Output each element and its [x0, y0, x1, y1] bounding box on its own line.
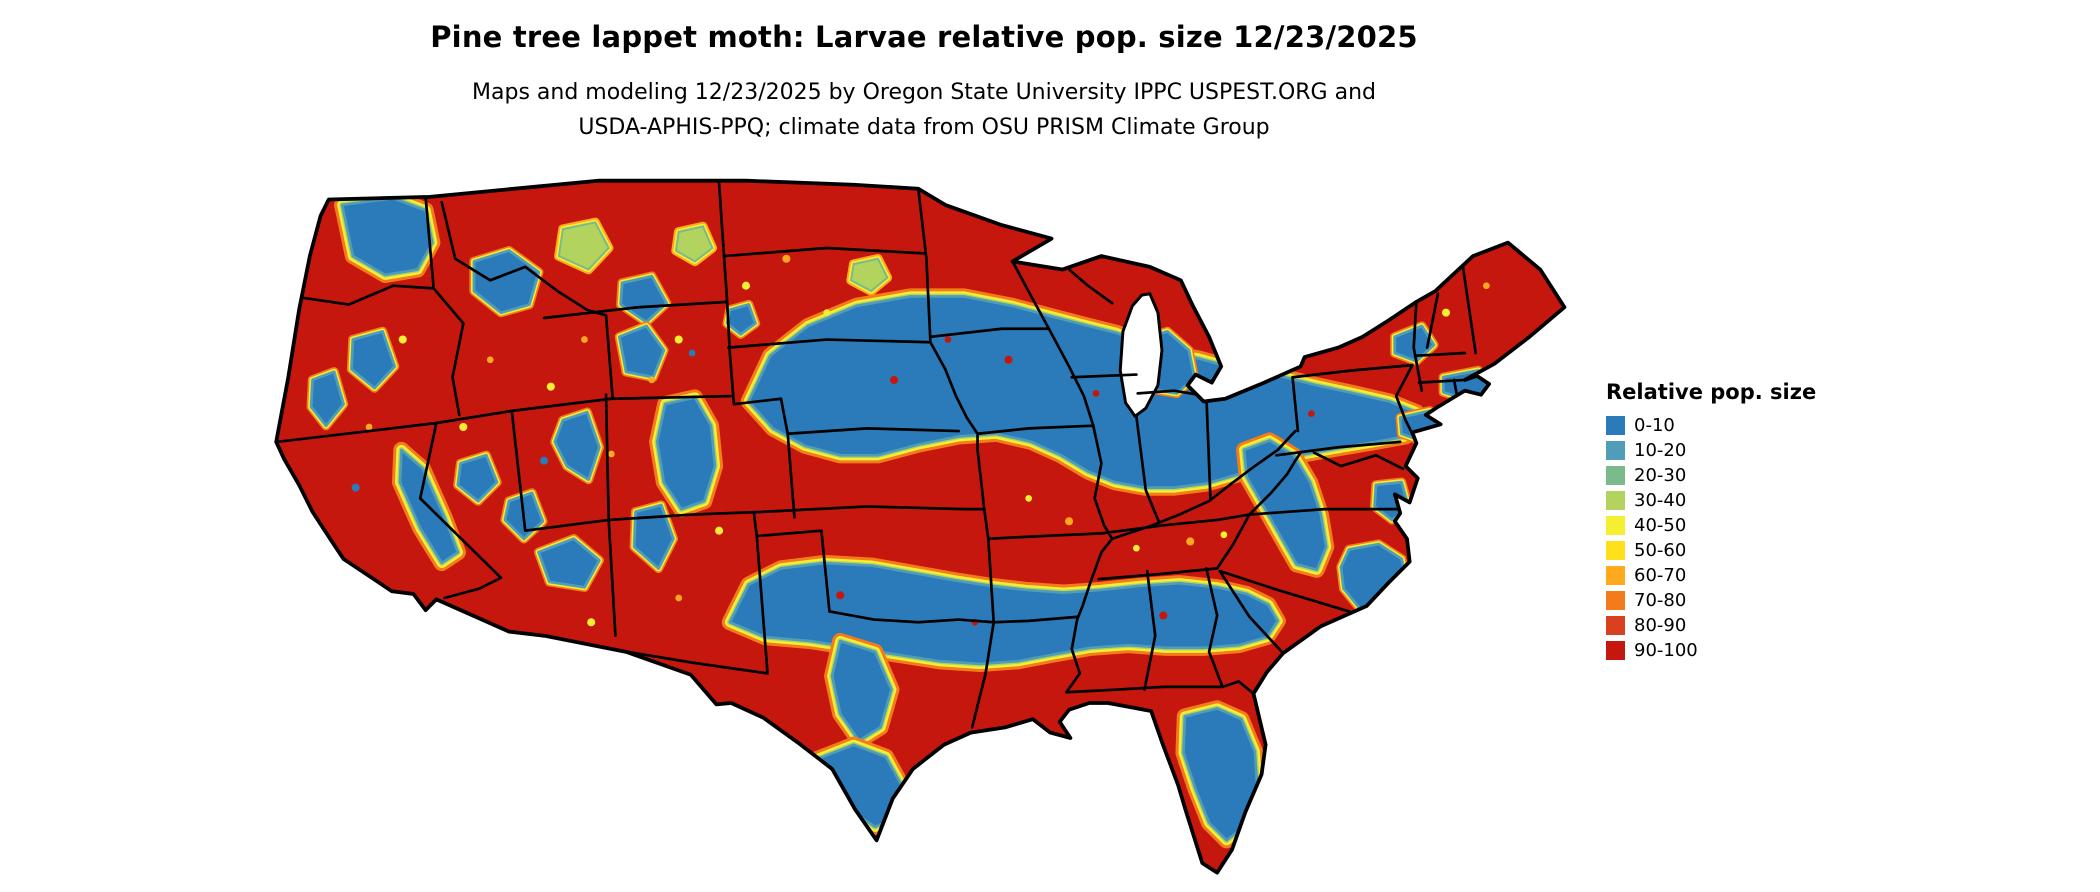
lake-michigan	[1118, 292, 1164, 418]
legend-swatch	[1606, 566, 1625, 585]
legend-item-label: 40-50	[1634, 515, 1687, 536]
legend-item-label: 60-70	[1634, 565, 1687, 586]
legend-swatch	[1606, 441, 1625, 460]
legend-item-label: 70-80	[1634, 590, 1687, 611]
map-legend: Relative pop. size 0-10 10-20 20-30 30-4…	[1606, 380, 1816, 666]
high-population-region	[276, 180, 1565, 873]
map-subtitle-line2: USDA-APHIS-PPQ; climate data from OSU PR…	[578, 115, 1270, 140]
legend-item-7: 60-70	[1606, 566, 1816, 585]
legend-swatch	[1606, 541, 1625, 560]
legend-swatch	[1606, 516, 1625, 535]
legend-item-3: 20-30	[1606, 466, 1816, 485]
map-subtitle-line1: Maps and modeling 12/23/2025 by Oregon S…	[472, 80, 1376, 105]
legend-item-label: 20-30	[1634, 465, 1687, 486]
legend-item-8: 70-80	[1606, 591, 1816, 610]
legend-swatch	[1606, 466, 1625, 485]
legend-swatch	[1606, 491, 1625, 510]
legend-item-2: 10-20	[1606, 441, 1816, 460]
legend-item-label: 80-90	[1634, 615, 1687, 636]
legend-item-label: 30-40	[1634, 490, 1687, 511]
us-population-map	[274, 178, 1568, 878]
state-borders	[276, 182, 1477, 729]
legend-item-label: 50-60	[1634, 540, 1687, 561]
page-title: Pine tree lappet moth: Larvae relative p…	[430, 20, 1418, 54]
legend-item-label: 90-100	[1634, 640, 1698, 661]
legend-item-4: 30-40	[1606, 491, 1816, 510]
legend-item-10: 90-100	[1606, 641, 1816, 660]
legend-item-6: 50-60	[1606, 541, 1816, 560]
legend-item-9: 80-90	[1606, 616, 1816, 635]
raster-layer	[276, 180, 1565, 873]
legend-swatch	[1606, 416, 1625, 435]
us-map-svg	[274, 178, 1567, 875]
legend-item-label: 10-20	[1634, 440, 1687, 461]
figure-header: Pine tree lappet moth: Larvae relative p…	[0, 20, 1848, 146]
legend-swatch	[1606, 591, 1625, 610]
legend-item-5: 40-50	[1606, 516, 1816, 535]
legend-swatch	[1606, 616, 1625, 635]
legend-item-label: 0-10	[1634, 415, 1675, 436]
legend-swatch	[1606, 641, 1625, 660]
legend-item-1: 0-10	[1606, 416, 1816, 435]
legend-title: Relative pop. size	[1606, 380, 1817, 404]
